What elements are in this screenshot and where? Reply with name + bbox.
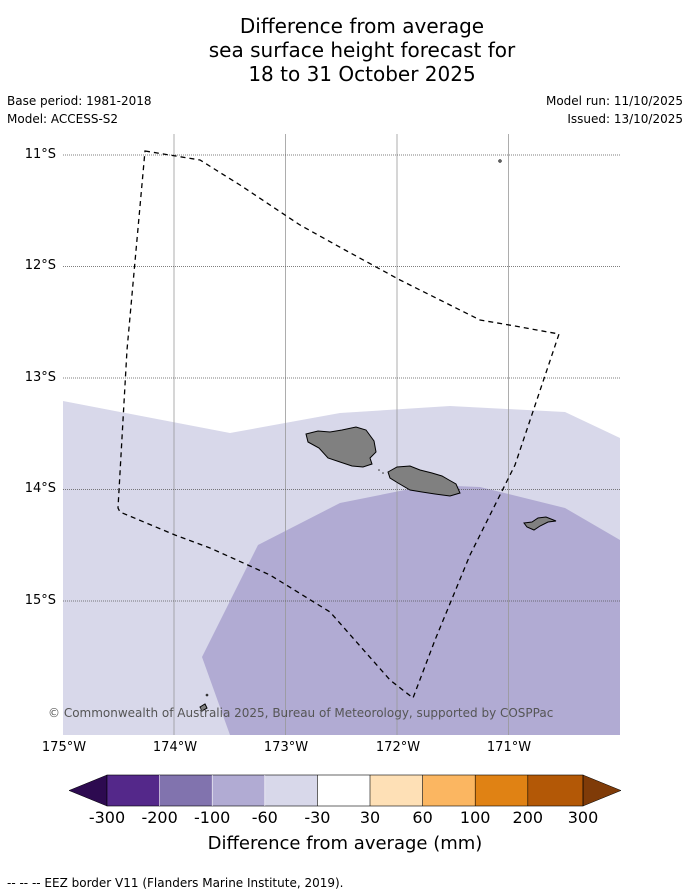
map-area [63, 134, 620, 735]
map-title: Difference from average sea surface heig… [0, 14, 690, 86]
meta-right: Model run: 11/10/2025 Issued: 13/10/2025 [546, 92, 683, 128]
colorbar-bin-4 [264, 775, 318, 806]
islet-1 [378, 469, 380, 471]
lon-tick-172w: 172°W [375, 740, 421, 755]
islet-2 [382, 472, 384, 474]
colorbar-title: Difference from average (mm) [207, 833, 483, 854]
colorbar-bin-2 [159, 775, 213, 806]
model-name: Model: ACCESS-S2 [7, 112, 119, 126]
savaii-island [305, 426, 377, 468]
colorbar-bin-3 [212, 775, 265, 806]
colorbar-label-100: 100 [459, 808, 491, 827]
eez-border [117, 150, 560, 700]
colorbar-bin-7 [422, 775, 476, 806]
colorbar-label-neg30: -30 [304, 808, 331, 827]
colorbar-label-200: 200 [512, 808, 544, 827]
anomaly-region-medium [202, 485, 620, 735]
lat-tick-15s: 15°S [24, 593, 56, 608]
colorbar-extend-high [582, 774, 622, 807]
upolu-island [387, 465, 461, 497]
base-period: Base period: 1981-2018 [7, 94, 152, 108]
colorbar-dividers [159, 775, 266, 806]
lat-tick-12s: 12°S [24, 258, 56, 273]
lon-tick-171w: 171°W [486, 740, 532, 755]
colorbar [68, 774, 622, 807]
lat-tick-14s: 14°S [24, 481, 56, 496]
lat-tick-13s: 13°S [24, 370, 56, 385]
small-island-south [199, 703, 208, 712]
title-line-3: 18 to 31 October 2025 [248, 62, 476, 86]
colorbar-bin-1 [107, 775, 160, 806]
small-island-north [498, 159, 502, 163]
parallel-gridlines [63, 154, 620, 602]
lat-tick-11s: 11°S [24, 147, 56, 162]
meridian-gridlines [173, 134, 509, 735]
colorbar-bin-8 [475, 775, 528, 806]
colorbar-bin-9 [527, 775, 583, 806]
colorbar-bin-6 [370, 775, 423, 806]
lon-tick-175w: 175°W [41, 740, 87, 755]
title-line-2: sea surface height forecast for [208, 38, 516, 62]
eez-legend-note: -- -- -- EEZ border V11 (Flanders Marine… [7, 876, 344, 890]
lon-tick-174w: 174°W [152, 740, 198, 755]
lon-tick-173w: 173°W [263, 740, 309, 755]
colorbar-bin-5 [317, 775, 370, 806]
colorbar-label-neg100: -100 [194, 808, 231, 827]
small-island-south-tiny [205, 693, 209, 697]
copyright-notice: © Commonwealth of Australia 2025, Bureau… [48, 706, 554, 720]
colorbar-label-30: 30 [359, 808, 381, 827]
model-run: Model run: 11/10/2025 [545, 94, 683, 108]
colorbar-label-neg300: -300 [88, 808, 126, 827]
colorbar-outline [106, 774, 584, 807]
title-line-1: Difference from average [239, 14, 485, 38]
colorbar-dividers-dark [317, 775, 529, 806]
meta-left: Base period: 1981-2018 Model: ACCESS-S2 [7, 92, 152, 128]
colorbar-label-neg60: -60 [251, 808, 278, 827]
issued-date: Issued: 13/10/2025 [567, 112, 683, 126]
colorbar-label-60: 60 [412, 808, 433, 827]
colorbar-label-neg200: -200 [141, 808, 178, 827]
tutuila-island [523, 516, 557, 531]
colorbar-label-300: 300 [567, 808, 599, 827]
colorbar-extend-low [68, 774, 108, 807]
